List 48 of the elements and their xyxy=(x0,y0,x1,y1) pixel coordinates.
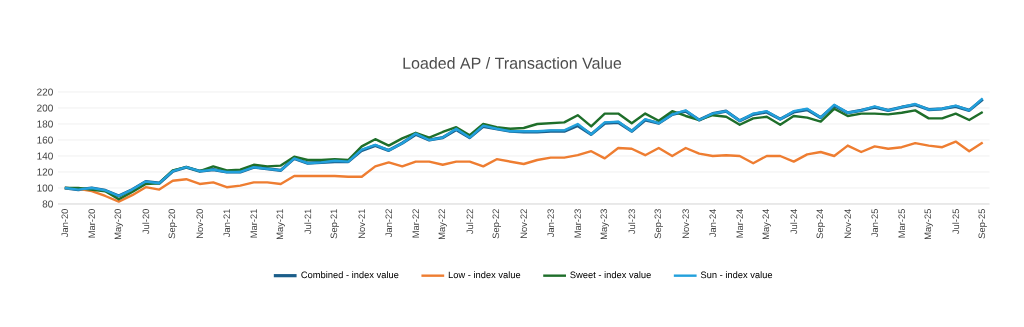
y-tick-label: 140 xyxy=(37,152,53,160)
y-tick-label: 120 xyxy=(37,168,53,176)
chart-title: Loaded AP / Transaction Value xyxy=(403,57,622,69)
x-tick-label: Jan-23 xyxy=(547,209,555,238)
legend-label: Sun - index value xyxy=(700,271,773,279)
y-tick-label: 200 xyxy=(37,104,53,112)
x-tick-label: Mar-22 xyxy=(412,209,420,238)
x-tick-label: Mar-24 xyxy=(736,208,744,238)
x-tick-label: Sep-22 xyxy=(492,209,501,239)
x-tick-label: Jan-21 xyxy=(223,209,231,238)
x-tick-label: Sep-25 xyxy=(978,209,987,239)
legend-label: Combined - index value xyxy=(301,271,399,279)
y-tick-label: 100 xyxy=(37,184,53,192)
x-tick-label: Jan-24 xyxy=(709,208,717,238)
x-tick-label: Jul-24 xyxy=(790,208,798,234)
x-tick-label: Nov-20 xyxy=(196,209,204,239)
x-tick-label: Jan-25 xyxy=(871,209,879,238)
x-tick-label: Nov-21 xyxy=(358,209,366,239)
legend-label: Sweet - index value xyxy=(570,271,651,279)
y-tick-label: 220 xyxy=(37,88,53,96)
x-tick-label: Mar-21 xyxy=(250,209,258,238)
x-tick-label: Jul-25 xyxy=(952,209,960,234)
x-tick-label: May-21 xyxy=(276,209,285,240)
x-tick-label: May-22 xyxy=(438,209,447,240)
x-tick-label: Nov-23 xyxy=(682,209,690,239)
x-tick-label: May-20 xyxy=(114,209,123,240)
y-tick-label: 160 xyxy=(37,136,53,144)
y-tick-label: 180 xyxy=(37,120,53,128)
x-tick-label: May-23 xyxy=(600,209,609,240)
x-tick-label: Sep-20 xyxy=(168,209,177,239)
x-tick-label: Sep-21 xyxy=(330,209,339,239)
x-tick-label: Nov-24 xyxy=(844,208,852,239)
x-tick-label: Mar-20 xyxy=(88,209,96,238)
x-tick-label: Mar-23 xyxy=(574,209,582,238)
x-tick-label: Sep-24 xyxy=(816,208,825,239)
x-tick-label: Sep-23 xyxy=(654,209,663,239)
y-tick-label: 80 xyxy=(42,200,53,208)
legend-label: Low - index value xyxy=(448,271,521,279)
x-tick-label: Jul-20 xyxy=(142,209,150,234)
x-tick-label: Nov-22 xyxy=(520,209,528,239)
x-tick-label: Jan-22 xyxy=(385,209,393,238)
x-tick-label: May-24 xyxy=(762,208,771,240)
x-tick-label: Mar-25 xyxy=(898,209,905,238)
x-tick-label: Jan-20 xyxy=(61,209,69,238)
x-tick-label: Jul-21 xyxy=(304,209,312,234)
x-tick-label: May-25 xyxy=(924,209,933,240)
x-tick-label: Jul-23 xyxy=(628,209,636,234)
x-tick-label: Jul-22 xyxy=(466,209,474,234)
